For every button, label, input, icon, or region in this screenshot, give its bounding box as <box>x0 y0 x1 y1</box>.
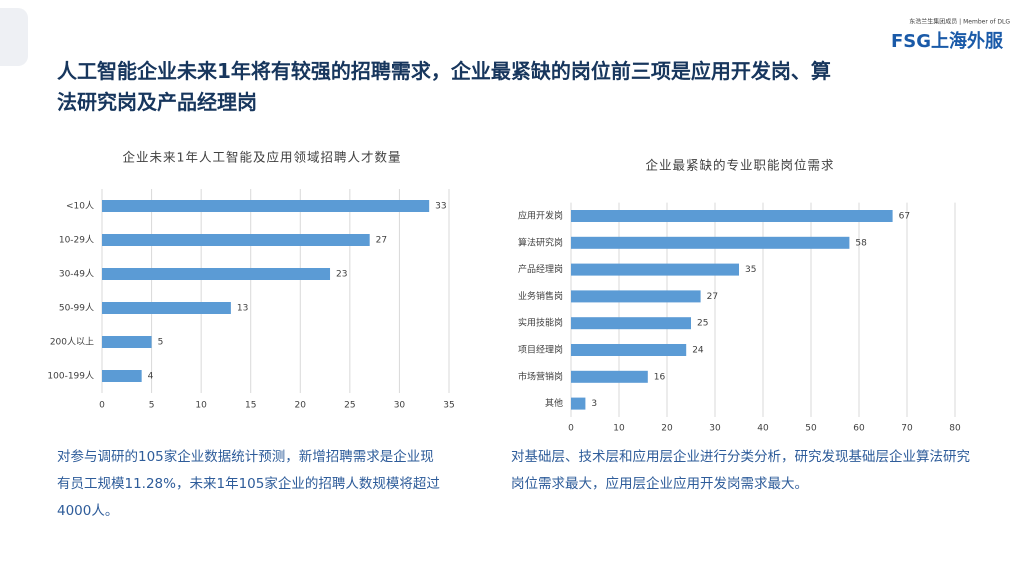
decoration <box>0 8 28 66</box>
bar <box>571 236 850 249</box>
data-label: 27 <box>707 292 718 302</box>
group-member: 东浩兰生集团成员 | Member of DLG <box>909 18 1010 26</box>
data-label: 5 <box>158 338 164 348</box>
y-tick-label: 项目经理岗 <box>518 344 563 356</box>
slide-title: 人工智能企业未来1年将有较强的招聘需求，企业最紧缺的岗位前三项是应用开发岗、算法… <box>57 59 831 114</box>
y-tick-label: 100-199人 <box>47 371 94 382</box>
y-tick-label: 其他 <box>545 397 563 409</box>
bar <box>571 290 701 303</box>
chart-title: 企业未来1年人工智能及应用领域招聘人才数量 <box>123 150 402 165</box>
data-label: 58 <box>855 238 867 248</box>
y-tick-label: <10人 <box>66 201 94 212</box>
chart-title: 企业最紧缺的专业职能岗位需求 <box>645 158 834 173</box>
x-tick-label: 70 <box>901 424 913 434</box>
data-label: 25 <box>697 319 708 329</box>
x-tick-label: 80 <box>949 424 961 434</box>
y-tick-label: 30-49人 <box>59 269 94 280</box>
bar <box>571 210 893 222</box>
x-tick-label: 30 <box>394 401 406 411</box>
data-label: 13 <box>237 304 248 314</box>
data-label: 3 <box>591 399 597 409</box>
y-tick-label: 市场营销岗 <box>518 370 563 382</box>
x-tick-label: 10 <box>613 424 625 434</box>
bar <box>571 344 687 356</box>
data-label: 24 <box>692 346 704 356</box>
x-tick-label: 20 <box>295 401 307 411</box>
y-tick-label: 应用开发岗 <box>518 210 563 222</box>
bar <box>102 234 370 246</box>
bar <box>571 263 739 276</box>
x-tick-label: 10 <box>195 401 207 411</box>
x-tick-label: 20 <box>661 424 673 434</box>
data-label: 4 <box>148 372 154 382</box>
x-tick-label: 50 <box>805 424 817 434</box>
bar <box>571 397 586 410</box>
bar <box>102 370 142 382</box>
data-label: 67 <box>899 212 910 222</box>
y-tick-label: 200人以上 <box>50 337 94 348</box>
caption: 对基础层、技术层和应用层企业进行分类分析，研究发现基础层企业算法研究岗位需求最大… <box>511 449 970 492</box>
data-label: 35 <box>745 265 756 275</box>
data-label: 23 <box>336 270 347 280</box>
bar <box>102 302 231 314</box>
x-tick-label: 0 <box>99 401 105 411</box>
bar <box>571 317 691 330</box>
bar <box>102 268 331 280</box>
x-tick-label: 5 <box>149 401 155 411</box>
y-tick-label: 50-99人 <box>59 303 94 314</box>
y-tick-label: 10-29人 <box>59 235 94 246</box>
x-tick-label: 25 <box>344 401 355 411</box>
x-tick-label: 0 <box>568 424 574 434</box>
x-tick-label: 60 <box>853 424 865 434</box>
logo: FSG上海外服 <box>891 30 1004 52</box>
y-tick-label: 实用技能岗 <box>518 317 563 329</box>
data-label: 27 <box>376 236 387 246</box>
caption: 对参与调研的105家企业数据统计预测，新增招聘需求是企业现有员工规模11.28%… <box>57 449 440 519</box>
x-tick-label: 35 <box>443 401 454 411</box>
data-label: 16 <box>654 372 666 382</box>
y-tick-label: 业务销售岗 <box>518 290 563 302</box>
bar <box>571 370 648 383</box>
bar <box>102 200 430 212</box>
data-label: 33 <box>435 202 446 212</box>
bar <box>102 336 152 348</box>
x-tick-label: 40 <box>757 424 769 434</box>
x-tick-label: 30 <box>709 424 721 434</box>
x-tick-label: 15 <box>245 401 256 411</box>
y-tick-label: 算法研究岗 <box>518 236 563 248</box>
y-tick-label: 产品经理岗 <box>518 263 563 275</box>
